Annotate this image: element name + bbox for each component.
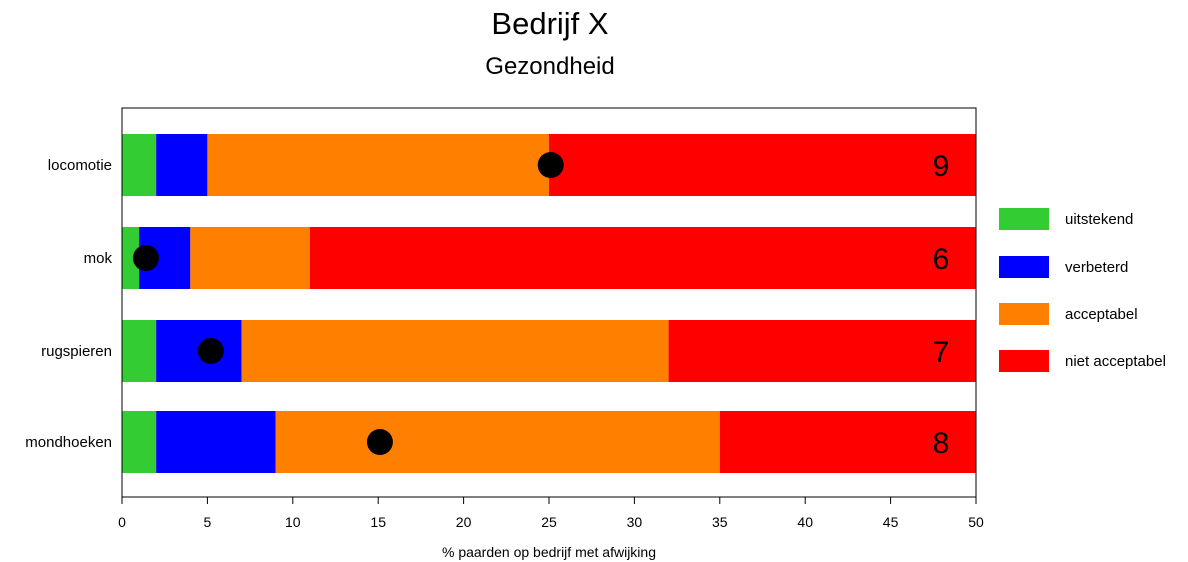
bar-locomotie-uitstekend [122, 134, 157, 196]
bar-rugspieren-uitstekend [122, 320, 157, 382]
x-tick-label: 10 [285, 514, 301, 530]
chart-subtitle: Gezondheid [485, 53, 615, 80]
legend-swatch [999, 208, 1049, 230]
x-tick-label: 50 [968, 514, 984, 530]
legend-swatch [999, 350, 1049, 372]
bar-rugspieren-acceptabel [241, 320, 669, 382]
x-tick-label: 0 [118, 514, 126, 530]
bar-mok-acceptabel [190, 227, 310, 289]
x-tick-label: 30 [627, 514, 643, 530]
bar-mondhoeken-uitstekend [122, 411, 157, 473]
x-tick-label: 15 [370, 514, 386, 530]
marker-locomotie [537, 152, 564, 178]
x-tick-label: 40 [797, 514, 813, 530]
legend-label: niet acceptabel [1065, 353, 1166, 370]
bar-mok-uitstekend [122, 227, 140, 289]
legend-label: acceptabel [1065, 306, 1138, 323]
legend-swatch [999, 303, 1049, 325]
legend-swatch [999, 256, 1049, 278]
score-label-mondhoeken: 8 [933, 427, 950, 460]
bar-mondhoeken-acceptabel [275, 411, 720, 473]
category-label: rugspieren [41, 343, 112, 360]
marker-mondhoeken [366, 429, 393, 455]
bar-locomotie-verbeterd [156, 134, 208, 196]
bar-rugspieren-niet-acceptabel [668, 320, 976, 382]
x-tick-label: 35 [712, 514, 728, 530]
x-axis-title: % paarden op bedrijf met afwijking [442, 544, 656, 560]
x-tick-label: 5 [204, 514, 212, 530]
category-label: locomotie [48, 157, 112, 174]
category-label: mondhoeken [25, 434, 112, 451]
marker-rugspieren [197, 338, 224, 364]
chart-title: Bedrijf X [491, 6, 609, 41]
score-label-mok: 6 [933, 243, 950, 276]
legend-label: verbeterd [1065, 259, 1128, 276]
score-label-locomotie: 9 [933, 150, 950, 183]
legend-label: uitstekend [1065, 211, 1133, 228]
category-label: mok [84, 250, 113, 267]
bar-locomotie-acceptabel [207, 134, 549, 196]
marker-mok [132, 245, 159, 271]
score-label-rugspieren: 7 [933, 336, 950, 369]
x-tick-label: 25 [541, 514, 557, 530]
bar-mok-niet-acceptabel [309, 227, 976, 289]
bar-mondhoeken-verbeterd [156, 411, 276, 473]
bar-mondhoeken-niet-acceptabel [719, 411, 976, 473]
bar-locomotie-niet-acceptabel [549, 134, 976, 196]
x-tick-label: 20 [456, 514, 472, 530]
x-tick-label: 45 [883, 514, 899, 530]
